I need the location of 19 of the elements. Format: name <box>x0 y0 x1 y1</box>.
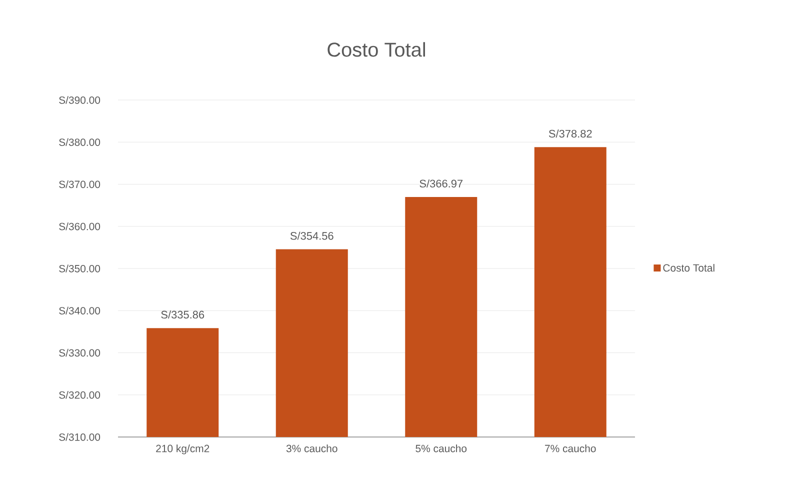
data-label: S/354.56 <box>290 232 334 240</box>
y-tick-label: S/350.00 <box>59 264 100 272</box>
y-tick-label: S/320.00 <box>59 391 100 399</box>
legend-label: Costo Total <box>663 264 714 272</box>
x-tick-label: 5% caucho <box>416 444 467 452</box>
y-tick-label: S/340.00 <box>59 306 100 314</box>
x-tick-label: 210 kg/cm2 <box>156 444 210 454</box>
y-tick-label: S/380.00 <box>59 138 100 146</box>
y-tick-label: S/390.00 <box>59 96 100 104</box>
x-tick-label: 7% caucho <box>545 444 596 452</box>
y-tick-label: S/370.00 <box>59 180 100 188</box>
y-tick-label: S/360.00 <box>59 222 100 230</box>
chart-title: Costo Total <box>328 42 425 57</box>
y-tick-label: S/330.00 <box>59 348 100 357</box>
x-tick-label: 3% caucho <box>286 444 338 452</box>
data-label: S/366.97 <box>420 179 463 188</box>
data-label: S/378.82 <box>548 130 592 138</box>
y-tick-label: S/310.00 <box>59 433 100 441</box>
data-label: S/335.86 <box>161 310 204 319</box>
